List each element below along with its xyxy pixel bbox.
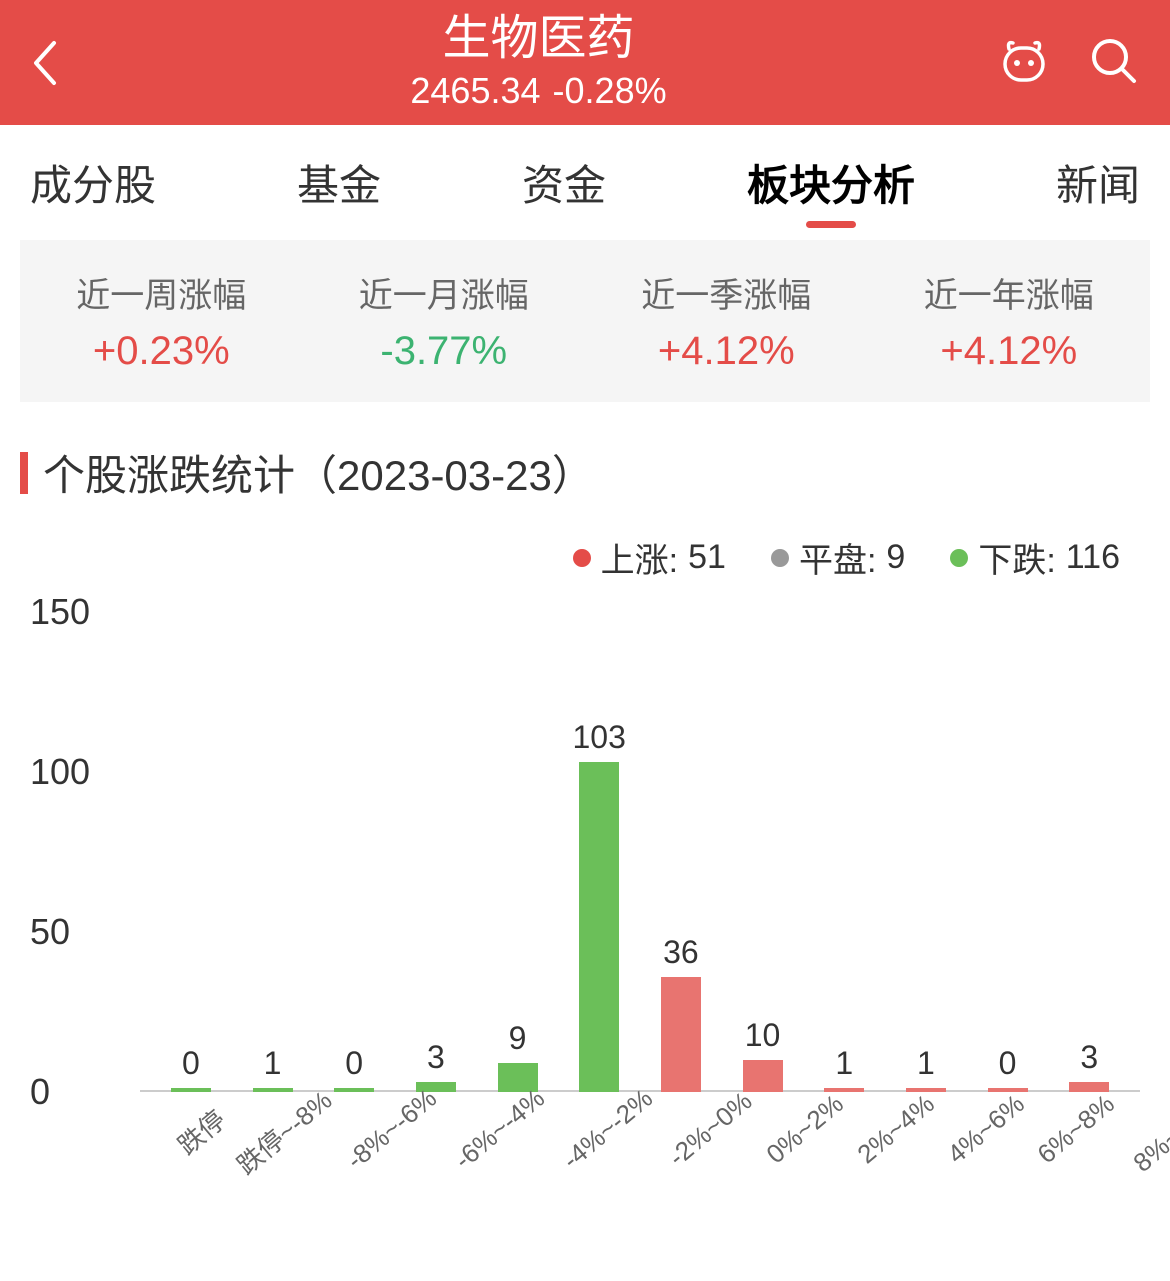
bar-item[interactable]: 0	[150, 1045, 232, 1092]
period-value: -3.77%	[303, 329, 586, 374]
period-item[interactable]: 近一月涨幅 -3.77%	[303, 268, 586, 374]
chart-legend: 上涨: 51 平盘: 9 下跌: 116	[0, 533, 1170, 602]
bar-chart: 050100150 0103910336101103 跌停跌停~-8%-8%~-…	[30, 612, 1140, 1212]
header-actions	[997, 33, 1140, 92]
y-tick: 100	[30, 751, 90, 793]
y-tick: 150	[30, 591, 90, 633]
bar-value-label: 1	[917, 1045, 935, 1082]
y-axis: 050100150	[30, 612, 130, 1092]
period-label: 近一季涨幅	[585, 268, 868, 317]
dot-up-icon	[573, 549, 591, 567]
bar-value-label: 103	[573, 719, 626, 756]
chevron-left-icon	[30, 39, 58, 87]
bar-rect	[661, 977, 701, 1092]
bars-container: 0103910336101103	[150, 612, 1130, 1092]
period-value: +4.12%	[868, 329, 1151, 374]
period-stats: 近一周涨幅+0.23%近一月涨幅-3.77%近一季涨幅+4.12%近一年涨幅+4…	[20, 240, 1150, 402]
bar-value-label: 0	[182, 1045, 200, 1082]
index-value: 2465.34	[410, 70, 540, 112]
legend-down: 下跌: 116	[950, 533, 1120, 582]
bar-item[interactable]: 36	[640, 934, 722, 1092]
back-button[interactable]	[30, 39, 80, 87]
dot-down-icon	[950, 549, 968, 567]
legend-flat: 平盘: 9	[771, 533, 905, 582]
tab-item[interactable]: 成分股	[20, 125, 166, 240]
legend-up: 上涨: 51	[573, 533, 726, 582]
bar-value-label: 0	[345, 1045, 363, 1082]
bar-value-label: 1	[264, 1045, 282, 1082]
period-label: 近一年涨幅	[868, 268, 1151, 317]
tab-bar: 成分股 基金 资金 板块分析 新闻	[0, 125, 1170, 240]
period-value: +0.23%	[20, 329, 303, 374]
tab-item[interactable]: 新闻	[1046, 125, 1150, 240]
bar-item[interactable]: 0	[313, 1045, 395, 1092]
period-label: 近一周涨幅	[20, 268, 303, 317]
bar-value-label: 3	[427, 1039, 445, 1076]
tab-item[interactable]: 板块分析	[737, 125, 925, 240]
period-item[interactable]: 近一周涨幅 +0.23%	[20, 268, 303, 374]
y-tick: 0	[30, 1071, 50, 1113]
period-item[interactable]: 近一季涨幅 +4.12%	[585, 268, 868, 374]
bar-value-label: 9	[509, 1020, 527, 1057]
bar-value-label: 3	[1080, 1039, 1098, 1076]
period-label: 近一月涨幅	[303, 268, 586, 317]
bar-value-label: 10	[745, 1017, 781, 1054]
tab-item[interactable]: 资金	[512, 125, 616, 240]
search-icon[interactable]	[1086, 33, 1140, 92]
section-header: 个股涨跌统计（2023-03-23）	[20, 442, 1150, 503]
bar-rect	[334, 1088, 374, 1092]
y-tick: 50	[30, 911, 70, 953]
section-title-text: 个股涨跌统计（2023-03-23）	[43, 442, 594, 503]
app-header: 生物医药 2465.34 -0.28%	[0, 0, 1170, 125]
section-accent-bar	[20, 452, 28, 494]
bar-rect	[743, 1060, 783, 1092]
dot-flat-icon	[771, 549, 789, 567]
bar-item[interactable]: 103	[558, 719, 640, 1092]
header-title-block: 生物医药 2465.34 -0.28%	[80, 13, 997, 112]
tab-item[interactable]: 基金	[287, 125, 391, 240]
period-value: +4.12%	[585, 329, 868, 374]
index-change: -0.28%	[553, 70, 667, 112]
header-subtitle: 2465.34 -0.28%	[410, 70, 666, 112]
plot-area: 0103910336101103	[150, 612, 1130, 1092]
robot-icon[interactable]	[997, 33, 1051, 92]
x-axis-labels: 跌停跌停~-8%-8%~-6%-6%~-4%-4%~-2%-2%~0%0%~2%…	[150, 1102, 1130, 1212]
bar-value-label: 1	[835, 1045, 853, 1082]
bar-value-label: 36	[663, 934, 699, 971]
page-title: 生物医药	[442, 13, 634, 66]
bar-rect	[579, 762, 619, 1092]
period-item[interactable]: 近一年涨幅 +4.12%	[868, 268, 1151, 374]
